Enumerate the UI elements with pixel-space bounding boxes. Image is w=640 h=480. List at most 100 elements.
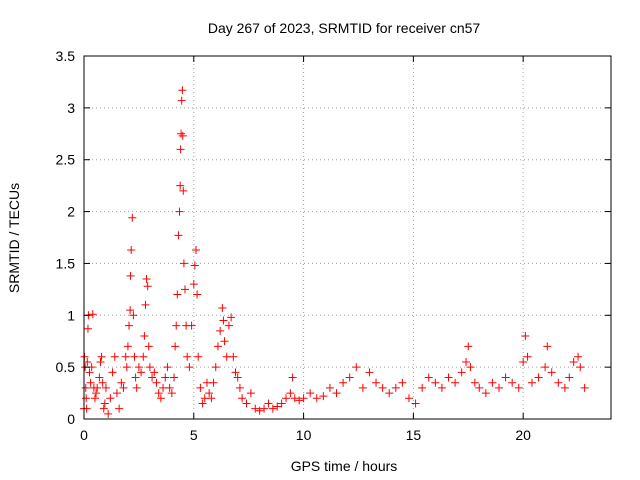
data-point xyxy=(189,280,198,289)
data-point xyxy=(187,321,196,330)
data-point xyxy=(565,373,574,382)
data-point xyxy=(126,306,135,315)
data-point xyxy=(125,321,134,330)
data-point xyxy=(437,383,446,392)
data-point xyxy=(90,394,99,403)
data-point xyxy=(514,383,523,392)
data-point xyxy=(198,399,207,408)
data-point xyxy=(85,368,94,377)
data-point xyxy=(211,363,220,372)
data-point xyxy=(216,326,225,335)
data-point xyxy=(404,394,413,403)
data-point xyxy=(547,368,556,377)
data-point xyxy=(161,373,170,382)
data-point xyxy=(101,383,110,392)
data-point xyxy=(220,337,229,346)
data-point xyxy=(260,404,269,413)
data-point xyxy=(290,394,299,403)
data-point xyxy=(218,304,227,313)
data-point xyxy=(140,332,149,341)
data-point xyxy=(141,300,150,309)
data-point xyxy=(519,357,528,366)
data-point xyxy=(464,342,473,351)
data-point xyxy=(378,383,387,392)
data-point xyxy=(481,389,490,398)
data-point xyxy=(110,352,119,361)
data-point xyxy=(165,383,174,392)
data-point xyxy=(93,383,102,392)
data-point xyxy=(108,368,117,377)
data-point xyxy=(457,368,466,377)
data-point xyxy=(312,394,321,403)
data-point xyxy=(554,378,563,387)
data-point xyxy=(172,321,181,330)
plot-frame xyxy=(83,55,612,420)
data-point xyxy=(358,383,367,392)
data-point xyxy=(576,363,585,372)
data-point xyxy=(246,389,255,398)
data-point xyxy=(451,378,460,387)
data-point xyxy=(286,389,295,398)
data-point xyxy=(306,389,315,398)
data-point xyxy=(117,378,126,387)
data-point xyxy=(92,389,101,398)
data-point xyxy=(238,394,247,403)
y-tick-label: 2.5 xyxy=(56,152,76,168)
data-point xyxy=(219,316,228,325)
data-point xyxy=(411,399,420,408)
data-point xyxy=(177,96,186,105)
data-point xyxy=(100,399,109,408)
data-point xyxy=(112,389,121,398)
data-point xyxy=(175,207,184,216)
data-point xyxy=(196,383,205,392)
data-point xyxy=(282,394,291,403)
data-point xyxy=(277,399,286,408)
data-point xyxy=(178,86,187,95)
data-point xyxy=(205,389,214,398)
data-point xyxy=(209,378,218,387)
data-point xyxy=(194,352,203,361)
data-point xyxy=(126,271,135,280)
x-tick-label: 20 xyxy=(515,427,531,443)
data-point xyxy=(88,310,97,319)
data-point xyxy=(235,383,244,392)
data-point xyxy=(398,378,407,387)
data-point xyxy=(345,373,354,382)
data-point xyxy=(115,404,124,413)
data-point xyxy=(365,368,374,377)
data-point xyxy=(424,373,433,382)
data-point xyxy=(273,402,282,411)
data-point xyxy=(176,145,185,154)
data-point xyxy=(145,363,154,372)
data-point xyxy=(299,394,308,403)
data-point xyxy=(83,357,92,366)
data-point xyxy=(143,282,152,291)
data-point xyxy=(541,363,550,372)
data-point xyxy=(156,394,165,403)
data-point xyxy=(444,373,453,382)
y-tick-label: 1.5 xyxy=(56,255,76,271)
data-point xyxy=(190,261,199,270)
data-point xyxy=(97,352,106,361)
data-point xyxy=(227,313,236,322)
data-point xyxy=(131,373,140,382)
x-axis-title: GPS time / hours xyxy=(291,458,398,474)
data-point xyxy=(462,357,471,366)
data-point xyxy=(82,394,91,403)
data-point xyxy=(128,213,137,222)
data-point xyxy=(134,363,143,372)
data-point xyxy=(470,378,479,387)
data-point xyxy=(207,394,216,403)
data-point xyxy=(295,396,304,405)
data-point xyxy=(213,342,222,351)
data-point xyxy=(475,383,484,392)
data-point xyxy=(193,290,202,299)
data-point xyxy=(242,399,251,408)
data-point xyxy=(179,186,188,195)
chart-title: Day 267 of 2023, SRMTID for receiver cn5… xyxy=(208,20,481,36)
data-point xyxy=(466,363,475,372)
data-point xyxy=(495,383,504,392)
data-point xyxy=(96,357,105,366)
data-point xyxy=(229,352,238,361)
data-point xyxy=(385,389,394,398)
